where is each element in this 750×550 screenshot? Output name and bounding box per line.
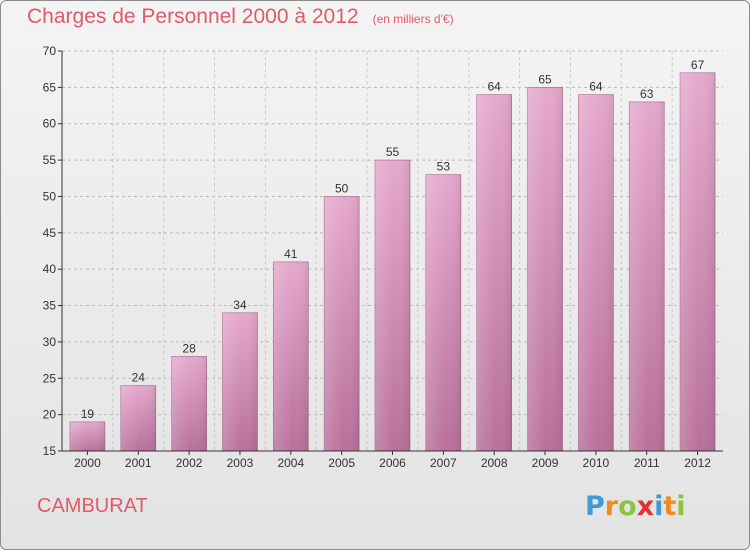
x-tick-label: 2001 [125,456,152,470]
x-tick-label: 2002 [176,456,203,470]
bar-shade [69,421,105,451]
x-tick-label: 2010 [583,456,610,470]
bar-shade [120,385,156,451]
x-tick-label: 2012 [684,456,711,470]
bar-shade [375,160,410,451]
bar-value-label: 50 [335,181,349,195]
bar-shade [578,94,614,452]
bar-value-label: 55 [386,145,400,159]
x-tick-label: 2007 [430,456,457,470]
bar-value-label: 24 [132,371,146,385]
logo-letter: i [676,491,686,522]
y-tick-label: 55 [43,153,57,167]
logo-letter: x [636,491,655,522]
bar-shade [273,261,309,451]
chart-title: Charges de Personnel 2000 à 2012 [27,5,359,28]
bar-shade [222,312,258,451]
bar-value-label: 65 [538,72,552,86]
x-tick-label: 2008 [481,456,508,470]
logo-letter: o [618,491,637,522]
y-tick-label: 35 [43,299,57,313]
x-tick-label: 2003 [227,456,254,470]
y-tick-label: 30 [43,335,57,349]
title-row: Charges de Personnel 2000 à 2012 (en mill… [27,5,454,29]
x-tick-label: 2009 [532,456,559,470]
y-tick-label: 50 [43,189,57,203]
bar-value-label: 19 [81,407,95,421]
proxiti-logo[interactable]: Proxiti [585,491,686,522]
bar-value-label: 28 [182,341,196,355]
bar-shade [527,87,563,451]
x-tick-label: 2004 [277,456,304,470]
logo-letter: t [663,491,677,522]
y-tick-label: 45 [43,226,57,240]
x-tick-label: 2005 [328,456,355,470]
bar-value-label: 64 [589,80,603,94]
bar-shade [680,72,716,452]
y-tick-label: 60 [43,117,57,131]
axes [58,50,723,455]
bar-value-label: 34 [233,298,247,312]
y-tick-label: 40 [43,262,57,276]
bar-value-label: 67 [691,58,705,72]
bar-value-label: 63 [640,87,654,101]
y-tick-label: 65 [43,80,57,94]
logo-letter: i [654,491,664,522]
bar-value-label: 64 [488,80,502,94]
bar-shade [324,196,360,451]
bar-shade [476,94,512,452]
bar-value-label: 53 [437,160,451,174]
x-tick-label: 2000 [74,456,101,470]
labels: 15 20 25 30 35 40 45 50 55 60 65 70 19 2000 24 2001 28 20… [43,44,712,470]
commune-name: CAMBURAT [37,495,148,517]
bar-shade [629,101,665,451]
y-tick-label: 20 [43,408,57,422]
x-tick-label: 2011 [634,456,660,470]
bar-value-label: 41 [284,247,298,261]
y-tick-label: 15 [43,444,57,458]
bar-shade [171,356,207,451]
x-tick-label: 2006 [379,456,406,470]
y-tick-label: 70 [43,44,57,58]
y-tick-label: 25 [43,371,57,385]
chart-subtitle: (en milliers d'€) [372,12,454,26]
logo-letter: r [604,491,619,522]
bar-shade [425,174,461,452]
logo-letter: P [585,491,605,522]
bars [69,72,716,452]
